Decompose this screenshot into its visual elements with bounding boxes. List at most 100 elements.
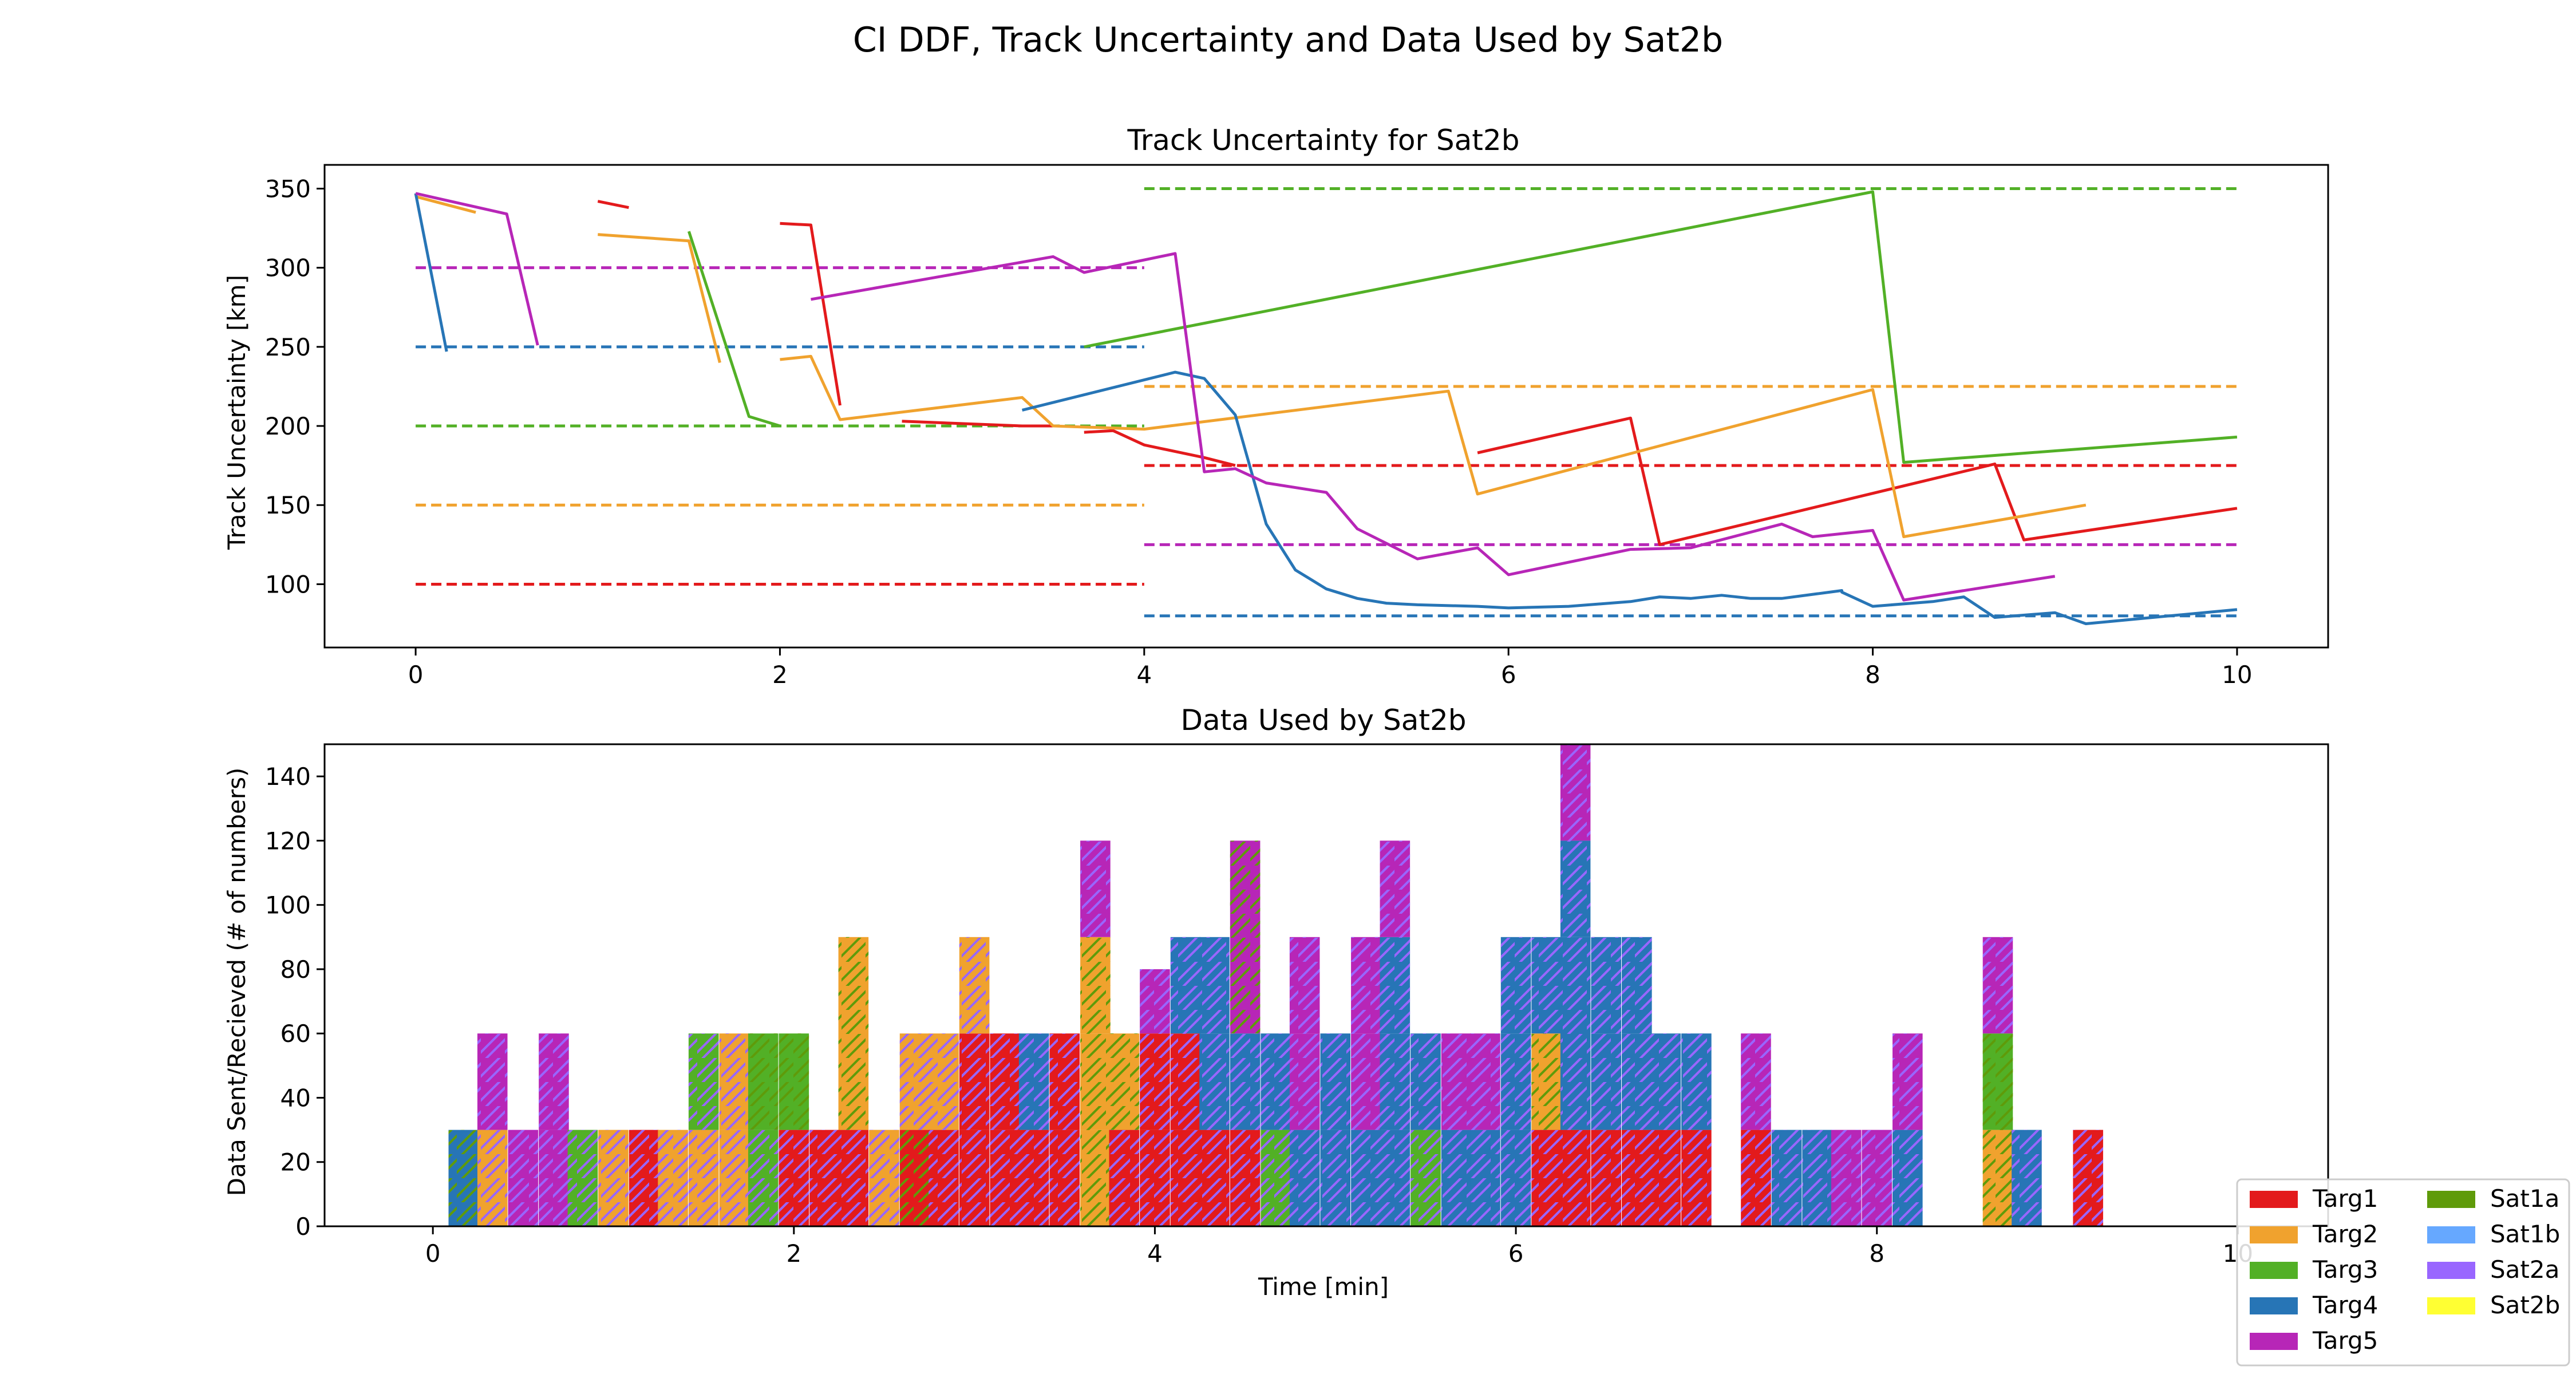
bar-hatch-sat2a bbox=[869, 1130, 899, 1226]
bar-hatch-sat2a bbox=[1441, 1033, 1472, 1130]
bar-hatch-sat1a bbox=[1109, 1033, 1140, 1130]
uncertainty-line-targ3 bbox=[688, 231, 781, 428]
bar-hatch-sat2a bbox=[1441, 1130, 1472, 1226]
bar-hatch-sat2a bbox=[748, 1130, 779, 1226]
bar-hatch-sat1a bbox=[448, 1130, 479, 1226]
legend-swatch-sat2b bbox=[2427, 1297, 2475, 1314]
bar-hatch-sat2a bbox=[1802, 1130, 1832, 1226]
bar-hatch-sat2a bbox=[1230, 1033, 1261, 1130]
bar-hatch-sat2a bbox=[1560, 937, 1591, 1130]
uncertainty-line-targ4 bbox=[1021, 370, 2238, 625]
bar-hatch-sat2a bbox=[838, 1130, 869, 1226]
bar-hatch-sat2a bbox=[1411, 1130, 1441, 1226]
bar-hatch-sat2a bbox=[1531, 937, 1562, 1034]
bar-hatch-sat2a bbox=[658, 1130, 688, 1226]
bar-hatch-sat2a bbox=[688, 1033, 719, 1130]
bar-hatch-sat2a bbox=[2012, 1130, 2042, 1226]
bar-hatch-sat2a bbox=[1230, 1130, 1261, 1226]
legend-swatch-targ1 bbox=[2250, 1191, 2298, 1208]
bar-hatch-sat2a bbox=[539, 1130, 569, 1226]
bar-hatch-sat2a bbox=[719, 1033, 750, 1130]
uncertainty-line-targ1 bbox=[780, 222, 841, 406]
bar-hatch-sat2a bbox=[719, 1130, 750, 1226]
top-y-tick-label: 350 bbox=[265, 175, 311, 203]
bar-hatch-sat2a bbox=[539, 1033, 569, 1130]
top-x-tick-label: 4 bbox=[1136, 661, 1152, 689]
bottom-chart-ylabel: Data Sent/Recieved (# of numbers) bbox=[223, 768, 251, 1197]
bar-hatch-sat1a bbox=[1080, 1033, 1111, 1130]
bar-hatch-sat1a bbox=[748, 1033, 779, 1130]
bar-hatch-sat2a bbox=[1500, 1033, 1531, 1130]
bottom-chart-frame bbox=[323, 743, 2329, 1227]
bar-hatch-sat2a bbox=[1109, 1130, 1140, 1226]
top-y-tick-label: 300 bbox=[265, 254, 311, 282]
top-x-tick-label: 10 bbox=[2222, 661, 2252, 689]
bar-hatch-sat1a bbox=[1982, 1130, 2013, 1226]
legend-swatch-targ5 bbox=[2250, 1333, 2298, 1350]
top-chart-title: Track Uncertainty for Sat2b bbox=[1127, 124, 1520, 157]
bar-hatch-sat2a bbox=[477, 1130, 508, 1226]
bar-hatch-sat1a bbox=[1982, 1033, 2013, 1130]
bar-hatch-sat2a bbox=[1289, 1033, 1320, 1130]
top-x-tick-label: 0 bbox=[408, 661, 424, 689]
legend-label-targ2: Targ2 bbox=[2312, 1220, 2378, 1248]
data-used-chart: Data Used by Sat2b Data Sent/Recieved (#… bbox=[223, 704, 2329, 1301]
bar-hatch-sat2a bbox=[1320, 1033, 1351, 1130]
bar-hatch-sat2a bbox=[1531, 1130, 1562, 1226]
top-chart-ylabel: Track Uncertainty [km] bbox=[223, 275, 251, 550]
bar-hatch-sat2a bbox=[899, 1033, 930, 1130]
bar-hatch-sat2a bbox=[1470, 1130, 1500, 1226]
bar-hatch-sat2a bbox=[688, 1130, 719, 1226]
bar-hatch-sat2a bbox=[1681, 1033, 1712, 1130]
bar-hatch-sat2a bbox=[1982, 937, 2013, 1034]
bottom-y-tick-label: 120 bbox=[265, 827, 311, 855]
bar-hatch-sat2a bbox=[1500, 1130, 1531, 1226]
legend-swatch-sat1a bbox=[2427, 1191, 2475, 1208]
bar-hatch-sat2a bbox=[1018, 1033, 1049, 1130]
bar-hatch-sat2a bbox=[1380, 840, 1411, 937]
legend-label-targ1: Targ1 bbox=[2312, 1185, 2378, 1213]
bar-hatch-sat2a bbox=[1591, 1033, 1622, 1130]
bottom-y-tick-label: 0 bbox=[295, 1213, 311, 1241]
top-x-tick-label: 6 bbox=[1501, 661, 1516, 689]
bar-hatch-sat2a bbox=[1622, 1033, 1652, 1130]
top-x-tick-label: 2 bbox=[772, 661, 788, 689]
bar-hatch-sat2a bbox=[1831, 1130, 1862, 1226]
uncertainty-line-targ2 bbox=[598, 233, 721, 364]
bar-hatch-sat2a bbox=[1049, 1033, 1080, 1130]
bar-hatch-sat1a bbox=[838, 937, 869, 1130]
bottom-y-tick-label: 40 bbox=[280, 1084, 311, 1112]
bottom-x-tick-label: 6 bbox=[1508, 1239, 1524, 1268]
legend-label-sat1b: Sat1b bbox=[2490, 1220, 2560, 1248]
bar-hatch-sat2a bbox=[1681, 1130, 1712, 1226]
legend-swatch-targ2 bbox=[2250, 1226, 2298, 1243]
bar-hatch-sat1a bbox=[1080, 937, 1111, 1034]
bar-hatch-sat2a bbox=[1140, 1130, 1170, 1226]
bar-hatch-sat2a bbox=[1591, 937, 1622, 1034]
bar-hatch-sat2a bbox=[1893, 1033, 1923, 1130]
bar-hatch-sat2a bbox=[1289, 937, 1320, 1034]
bar-hatch-sat2a bbox=[1622, 937, 1652, 1034]
bottom-chart-title: Data Used by Sat2b bbox=[1180, 704, 1466, 737]
bottom-x-tick-label: 8 bbox=[1869, 1239, 1884, 1268]
bar-hatch-sat2a bbox=[2073, 1130, 2103, 1226]
figure-title: CI DDF, Track Uncertainty and Data Used … bbox=[853, 20, 1723, 60]
bar-hatch-sat2a bbox=[1771, 1130, 1802, 1226]
bar-hatch-sat1a bbox=[1080, 1130, 1111, 1226]
bar-hatch-sat2a bbox=[809, 1130, 840, 1226]
bar-hatch-sat2a bbox=[1261, 1033, 1291, 1130]
bar-hatch-sat2a bbox=[1140, 969, 1170, 1034]
bar-hatch-sat2a bbox=[959, 1033, 990, 1130]
bar-hatch-sat2a bbox=[1560, 1130, 1591, 1226]
uncertainty-line-targ2 bbox=[780, 354, 2087, 538]
bottom-y-tick-label: 20 bbox=[280, 1148, 311, 1176]
bar-hatch-sat1a bbox=[1531, 1033, 1562, 1130]
bar-hatch-sat2a bbox=[598, 1130, 629, 1226]
legend-label-sat1a: Sat1a bbox=[2490, 1185, 2559, 1213]
bar-hatch-sat2a bbox=[477, 1033, 508, 1130]
top-y-tick-label: 100 bbox=[265, 570, 311, 598]
bar-hatch-sat2a bbox=[1170, 1130, 1201, 1226]
legend-swatch-targ3 bbox=[2250, 1262, 2298, 1279]
top-y-tick-label: 250 bbox=[265, 333, 311, 361]
legend-label-targ5: Targ5 bbox=[2312, 1326, 2378, 1355]
